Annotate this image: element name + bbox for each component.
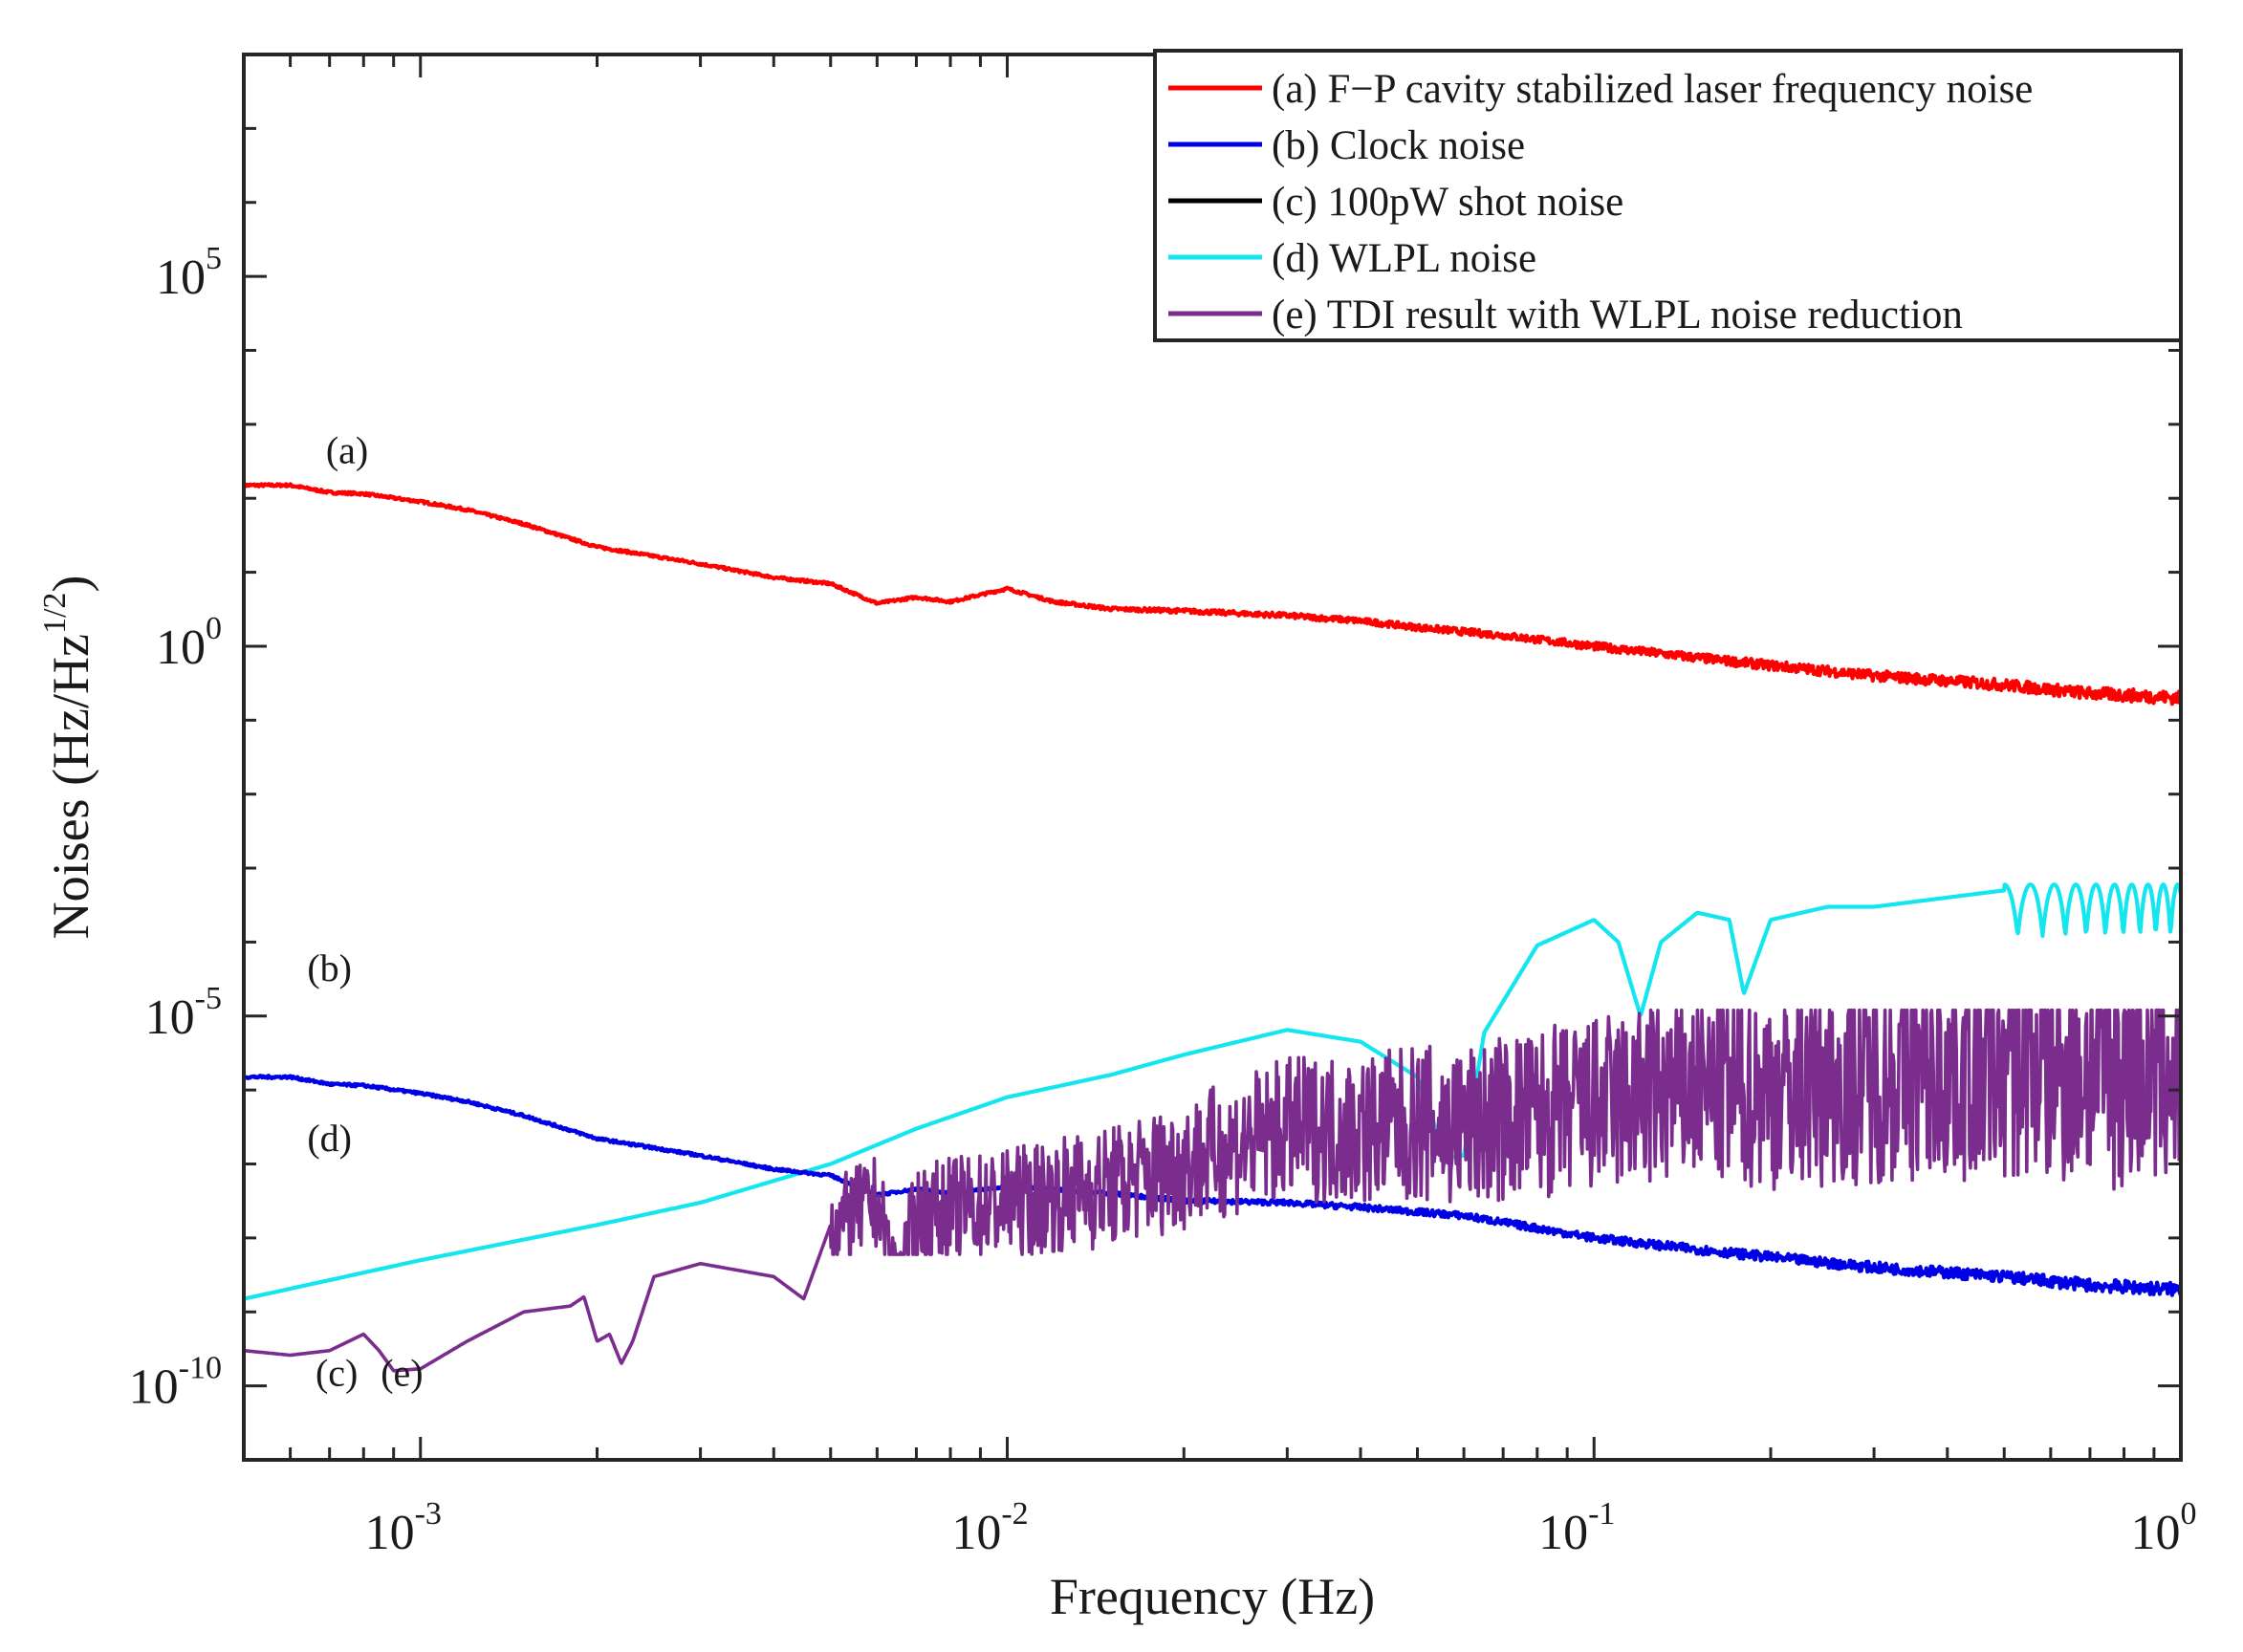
curve-label: (e) <box>381 1352 423 1395</box>
series-line-a <box>244 482 2181 706</box>
curve-label: (c) <box>316 1352 358 1395</box>
y-axis-title: Noises (Hz/Hz1/2) <box>37 576 99 940</box>
x-axis-tick-labels: 10-3 10-2 10-1 100 <box>365 1496 2197 1560</box>
x-tick-exponent: -3 <box>415 1496 442 1532</box>
y-tick-exponent: -10 <box>179 1351 222 1386</box>
series-line-e <box>244 1008 2181 1373</box>
legend-label-a: (a) F−P cavity stabilized laser frequenc… <box>1272 67 2033 112</box>
series-line-d <box>244 882 2181 1301</box>
legend-items: (a) F−P cavity stabilized laser frequenc… <box>1168 67 2033 337</box>
x-tick-base: 10 <box>951 1506 1001 1560</box>
legend-label-d: (d) WLPL noise <box>1272 236 1536 281</box>
x-tick-label: 10-2 <box>951 1496 1028 1560</box>
x-tick-exponent: -2 <box>1001 1496 1028 1532</box>
x-tick-label: 10-1 <box>1538 1496 1615 1560</box>
x-tick-base: 10 <box>1538 1506 1588 1560</box>
curve-label: (b) <box>307 946 352 989</box>
series-line-b <box>244 1074 2181 1297</box>
y-tick-label: 10-10 <box>129 1351 222 1415</box>
legend-box <box>1153 49 2183 342</box>
y-tick-label: 10-5 <box>145 981 222 1045</box>
x-tick-base: 10 <box>365 1506 415 1560</box>
curve-label: (d) <box>307 1117 352 1160</box>
series-layer <box>244 482 2181 1373</box>
y-tick-base: 10 <box>129 1360 179 1415</box>
y-tick-base: 10 <box>145 990 195 1045</box>
y-tick-exponent: 0 <box>206 611 222 646</box>
plot-area <box>244 482 2181 1373</box>
curve-annotations: (a) (b) (d) (c) (e) <box>307 428 423 1394</box>
legend: (a) F−P cavity stabilized laser frequenc… <box>1153 49 2183 342</box>
curve-label: (a) <box>326 428 368 471</box>
y-tick-label: 100 <box>156 611 222 675</box>
y-axis-title-close: ) <box>42 576 99 593</box>
legend-label-c: (c) 100pW shot noise <box>1272 180 1623 225</box>
x-tick-exponent: 0 <box>2181 1496 2197 1532</box>
y-axis-title-exponent: 1/2 <box>37 593 73 634</box>
x-tick-label: 100 <box>2131 1496 2197 1560</box>
y-tick-exponent: -5 <box>195 981 222 1016</box>
x-axis-title: Frequency (Hz) <box>1050 1568 1375 1625</box>
y-tick-label: 105 <box>156 241 222 305</box>
x-tick-exponent: -1 <box>1588 1496 1615 1532</box>
y-axis-title-text: Noises (Hz/Hz <box>42 634 99 939</box>
x-tick-label: 10-3 <box>365 1496 442 1560</box>
y-tick-exponent: 5 <box>206 241 222 276</box>
legend-label-e: (e) TDI result with WLPL noise reduction <box>1272 293 1963 337</box>
y-tick-base: 10 <box>156 250 206 305</box>
y-tick-base: 10 <box>156 620 206 675</box>
legend-label-b: (b) Clock noise <box>1272 123 1525 168</box>
x-tick-base: 10 <box>2131 1506 2181 1560</box>
